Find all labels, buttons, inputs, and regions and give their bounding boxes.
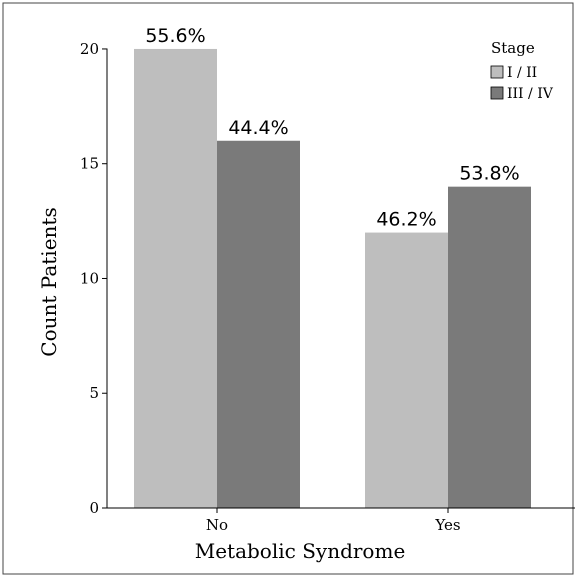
bar-no-i-ii	[134, 48, 217, 508]
data-label-yes-i-ii: 46.2%	[376, 209, 436, 231]
legend: Stage I / II III / IV	[490, 39, 554, 102]
data-label-yes-iii-iv: 53.8%	[459, 163, 519, 185]
bars-group	[134, 48, 531, 509]
x-axis-title: Metabolic Syndrome	[195, 539, 406, 563]
legend-swatch-i-ii	[490, 65, 504, 79]
y-tick-label: 15	[80, 155, 99, 173]
data-labels-group: 55.6% 44.4% 46.2% 53.8%	[145, 25, 519, 231]
legend-title: Stage	[491, 39, 535, 57]
legend-swatch-iii-iv	[490, 86, 504, 100]
y-axis-title: Count Patients	[37, 207, 61, 356]
y-tick-label: 5	[89, 384, 99, 402]
bar-yes-iii-iv	[448, 186, 531, 508]
bar-yes-i-ii	[365, 232, 448, 509]
axes-group: 0 5 10 15 20 No Yes	[80, 40, 575, 534]
x-tick-label: Yes	[434, 516, 460, 534]
y-tick-label: 10	[80, 269, 99, 287]
y-tick-label: 0	[89, 499, 99, 517]
data-label-no-i-ii: 55.6%	[145, 25, 205, 47]
y-tick-label: 20	[80, 40, 99, 58]
bar-no-iii-iv	[217, 140, 300, 508]
x-tick-label: No	[206, 516, 228, 534]
data-label-no-iii-iv: 44.4%	[228, 117, 288, 139]
legend-label-i-ii: I / II	[507, 65, 537, 81]
legend-label-iii-iv: III / IV	[507, 86, 554, 102]
